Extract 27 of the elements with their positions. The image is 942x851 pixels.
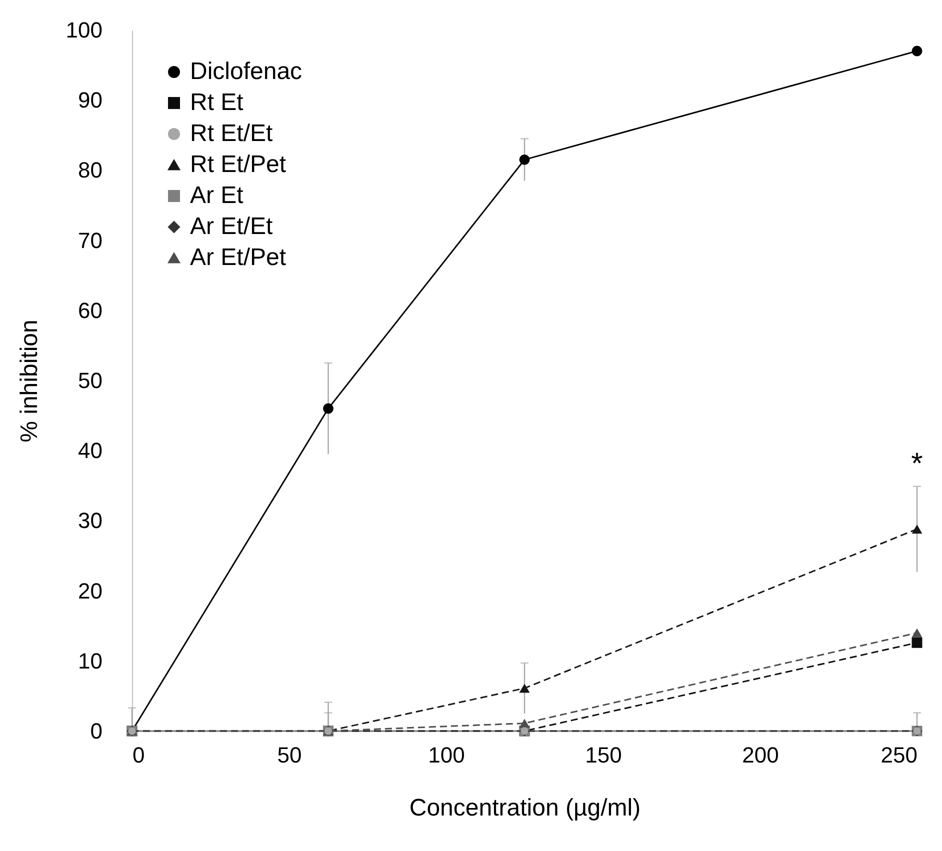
x-axis-title: Concentration (µg/ml): [409, 794, 641, 822]
y-tick-label: 80: [78, 158, 102, 183]
legend-label: Ar Et: [190, 182, 244, 209]
x-tick-label: 100: [428, 742, 465, 768]
x-tick-label: 200: [742, 742, 779, 768]
y-tick-label: 100: [66, 18, 102, 42]
y-tick-label: 20: [78, 578, 102, 604]
legend-label: Rt Et/Pet: [190, 151, 286, 178]
legend-label: Rt Et: [190, 89, 244, 116]
y-tick-label: 70: [78, 228, 102, 253]
legend-label: Ar Et/Pet: [190, 244, 286, 271]
x-tick-label: 250: [880, 742, 918, 768]
y-axis-title: % inhibition: [16, 320, 43, 442]
x-tick-label: 50: [277, 742, 302, 768]
x-tick-label: 150: [585, 742, 622, 768]
x-tick-label: 0: [132, 742, 145, 768]
annotation: *: [911, 447, 924, 480]
y-tick-label: 0: [90, 718, 102, 744]
legend-label: Ar Et/Et: [190, 213, 274, 240]
legend-label: Rt Et/Et: [190, 120, 274, 147]
y-tick-label: 30: [78, 508, 102, 534]
y-tick-label: 90: [78, 88, 102, 113]
y-tick-label: 40: [78, 438, 102, 464]
y-tick-label: 60: [78, 298, 102, 323]
legend-label: Diclofenac: [190, 58, 302, 85]
y-tick-label: 50: [78, 368, 102, 393]
y-tick-label: 10: [78, 648, 102, 674]
